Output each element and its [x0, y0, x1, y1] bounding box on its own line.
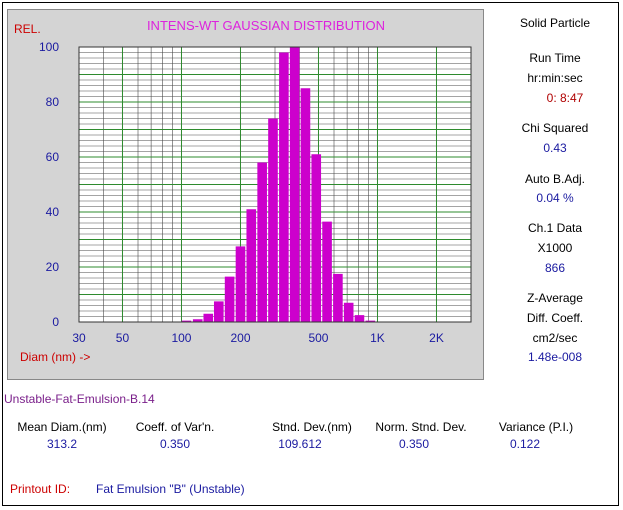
printout-value: Fat Emulsion "B" (Unstable) — [96, 482, 245, 496]
stnd-dev-label: Stnd. Dev.(nm) — [272, 420, 352, 434]
y-tick-label: 0 — [52, 315, 59, 329]
y-tick-label: 40 — [46, 205, 60, 219]
chart-title: INTENS-WT GAUSSIAN DISTRIBUTION — [147, 18, 385, 33]
histogram-bar — [333, 273, 343, 322]
run-time-label: Run Time — [529, 51, 581, 65]
chi-squared-value: 0.43 — [543, 141, 567, 155]
histogram-bar — [289, 47, 300, 322]
run-time-format: hr:min:sec — [527, 71, 583, 85]
norm-stnd-dev-value: 0.350 — [398, 437, 430, 451]
histogram-bar — [343, 302, 354, 322]
x-tick-label: 1K — [370, 331, 385, 345]
y-tick-label: 60 — [46, 150, 60, 164]
diff-coeff-value: 1.48e-008 — [527, 350, 583, 364]
histogram-bar — [213, 301, 224, 322]
sample-type: Solid Particle — [519, 16, 591, 30]
plot-border — [78, 46, 472, 323]
x-tick-label: 500 — [308, 331, 328, 345]
diff-coeff-label: Diff. Coeff. — [526, 311, 584, 325]
coeff-var-value: 0.350 — [159, 437, 191, 451]
ch1-multiplier: X1000 — [537, 241, 573, 255]
histogram-bar — [311, 154, 322, 322]
x-axis-label: Diam (nm) -> — [20, 350, 90, 364]
histogram-bar — [203, 313, 214, 322]
histogram-bar — [279, 52, 289, 322]
printout-label: Printout ID: — [10, 482, 71, 496]
histogram-bar — [181, 320, 192, 322]
y-tick-label: 100 — [39, 40, 59, 54]
z-average-label: Z-Average — [527, 291, 583, 305]
auto-badj-label: Auto B.Adj. — [524, 172, 586, 186]
x-tick-label: 200 — [230, 331, 250, 345]
stnd-dev-value: 109.612 — [278, 437, 322, 451]
histogram-bar — [322, 221, 332, 322]
histogram-bar — [246, 209, 257, 322]
norm-stnd-dev-label: Norm. Stnd. Dev. — [375, 420, 467, 434]
run-time-value: 0: 8:47 — [546, 91, 584, 105]
histogram-bar — [192, 319, 203, 322]
y-axis-label: REL. — [14, 22, 41, 36]
y-tick-label: 20 — [46, 260, 60, 274]
x-tick-label: 50 — [116, 331, 130, 345]
mean-diam-label: Mean Diam.(nm) — [17, 420, 107, 434]
x-tick-label: 100 — [171, 331, 191, 345]
mean-diam-value: 313.2 — [46, 437, 78, 451]
variance-label: Variance (P.I.) — [498, 420, 574, 434]
report-frame — [2, 2, 619, 506]
coeff-var-label: Coeff. of Var'n. — [135, 420, 215, 434]
variance-value: 0.122 — [509, 437, 541, 451]
histogram-bar — [365, 320, 376, 322]
y-tick-label: 80 — [46, 95, 60, 109]
diff-coeff-units: cm2/sec — [532, 331, 578, 345]
histogram-bar — [224, 276, 235, 322]
x-tick-label: 2K — [429, 331, 444, 345]
sample-name: Unstable-Fat-Emulsion-B.14 — [4, 392, 155, 406]
chi-squared-label: Chi Squared — [521, 121, 589, 135]
histogram-bar — [235, 246, 246, 322]
histogram-bar — [257, 162, 267, 322]
ch1-value: 866 — [544, 261, 566, 275]
histogram-bar — [268, 118, 278, 322]
x-tick-label: 30 — [72, 331, 86, 345]
auto-badj-value: 0.04 % — [536, 191, 574, 205]
ch1-data-label: Ch.1 Data — [527, 221, 583, 235]
histogram-bar — [354, 315, 365, 322]
histogram-bar — [300, 88, 311, 322]
